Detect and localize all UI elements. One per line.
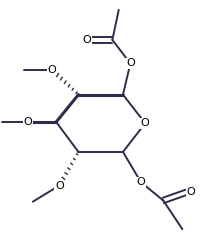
Text: O: O	[126, 59, 135, 68]
Text: O: O	[82, 35, 91, 45]
Text: O: O	[141, 118, 150, 128]
Text: O: O	[23, 117, 32, 127]
Text: O: O	[47, 65, 56, 75]
Text: O: O	[137, 177, 145, 187]
Text: O: O	[55, 181, 64, 190]
Text: O: O	[187, 187, 195, 197]
